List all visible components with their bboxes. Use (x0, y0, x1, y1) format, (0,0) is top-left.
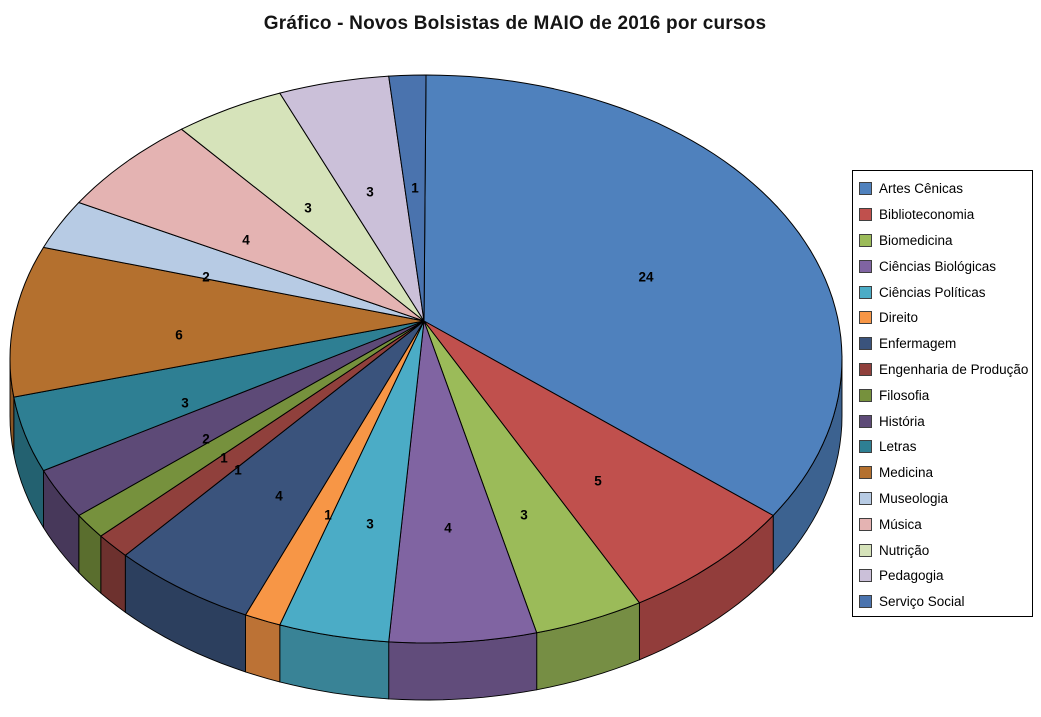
legend-swatch-nutricao (859, 543, 872, 557)
legend-swatch-historia (859, 414, 872, 428)
legend-item-biomedicina: Biomedicina (859, 228, 1030, 254)
legend-swatch-medicina (859, 466, 872, 480)
slice-value-label-biomedicina: 3 (520, 508, 528, 523)
legend-label-filosofia: Filosofia (879, 387, 930, 403)
pie-slice-artes-cenicas (423, 74, 843, 516)
legend-label-letras: Letras (879, 439, 917, 455)
legend-item-museologia: Museologia (859, 486, 1030, 512)
legend-label-ciencias-biologicas: Ciências Biológicas (879, 258, 997, 274)
legend-swatch-enfermagem (859, 337, 872, 351)
slice-value-label-letras: 3 (181, 396, 189, 411)
slice-value-label-medicina: 6 (175, 328, 183, 343)
slice-value-label-musica: 4 (242, 233, 250, 248)
legend-label-historia: História (879, 413, 925, 429)
slice-value-label-ciencias-politicas: 3 (366, 517, 374, 532)
chart-title: Gráfico - Novos Bolsistas de MAIO de 201… (263, 13, 767, 34)
slice-value-label-museologia: 2 (202, 270, 210, 285)
pie-slice-medicina (9, 246, 425, 398)
legend-swatch-direito (859, 311, 872, 325)
pie-slice-letras (13, 320, 425, 472)
slice-value-label-servico-social: 1 (411, 181, 419, 196)
legend-item-letras: Letras (859, 434, 1030, 460)
pie-walls (9, 358, 843, 701)
pie-slice-nutricao (181, 92, 425, 322)
legend-label-enfermagem: Enfermagem (879, 336, 957, 352)
pie-slice-musica (78, 128, 425, 322)
legend-item-medicina: Medicina (859, 460, 1030, 486)
legend-swatch-museologia (859, 491, 872, 505)
legend-swatch-servico-social (859, 595, 872, 609)
legend-swatch-filosofia (859, 388, 872, 402)
pie-slices (9, 74, 843, 644)
slice-value-label-nutricao: 3 (304, 201, 312, 216)
pie-slice-biomedicina (423, 320, 640, 634)
legend-label-artes-cenicas: Artes Cênicas (879, 181, 964, 197)
slice-value-label-ciencias-biologicas: 4 (444, 521, 452, 536)
legend-item-historia: História (859, 408, 1030, 434)
legend-label-biblioteconomia: Biblioteconomia (879, 207, 975, 223)
legend-item-filosofia: Filosofia (859, 382, 1030, 408)
slice-value-label-historia: 2 (202, 432, 210, 447)
legend-item-biblioteconomia: Biblioteconomia (859, 202, 1030, 228)
legend-label-nutricao: Nutrição (879, 542, 930, 558)
pie-slice-historia (43, 320, 425, 516)
pie-slice-ciencias-politicas (279, 320, 425, 643)
legend-label-engenharia-de-producao: Engenharia de Produção (879, 361, 1029, 377)
slice-value-label-pedagogia: 3 (366, 185, 374, 200)
legend-item-direito: Direito (859, 305, 1030, 331)
legend-label-medicina: Medicina (879, 465, 934, 481)
legend-item-nutricao: Nutrição (859, 537, 1030, 563)
pie-slice-biblioteconomia (423, 320, 774, 604)
legend-swatch-biblioteconomia (859, 208, 872, 222)
slice-value-label-engenharia-de-producao: 1 (234, 463, 242, 478)
slice-value-label-enfermagem: 4 (275, 489, 283, 504)
legend-label-direito: Direito (879, 310, 919, 326)
legend-swatch-ciencias-biologicas (859, 259, 872, 273)
legend-swatch-engenharia-de-producao (859, 362, 872, 376)
legend-label-servico-social: Serviço Social (879, 594, 965, 610)
legend-label-ciencias-politicas: Ciências Políticas (879, 284, 986, 300)
slice-value-label-biblioteconomia: 5 (594, 474, 602, 489)
legend-swatch-biomedicina (859, 233, 872, 247)
legend-swatch-pedagogia (859, 569, 872, 583)
slice-value-label-artes-cenicas: 24 (638, 270, 654, 285)
legend-item-artes-cenicas: Artes Cênicas (859, 176, 1030, 202)
legend-label-museologia: Museologia (879, 490, 949, 506)
legend-item-enfermagem: Enfermagem (859, 331, 1030, 357)
legend-label-musica: Música (879, 516, 922, 532)
pie-slice-servico-social (388, 74, 427, 322)
legend-item-engenharia-de-producao: Engenharia de Produção (859, 357, 1030, 383)
pie-slice-pedagogia (279, 75, 425, 322)
legend-item-ciencias-politicas: Ciências Políticas (859, 279, 1030, 305)
slice-value-label-direito: 1 (324, 508, 332, 523)
legend-item-pedagogia: Pedagogia (859, 563, 1030, 589)
pie-slice-museologia (43, 202, 425, 322)
legend-item-ciencias-biologicas: Ciências Biológicas (859, 253, 1030, 279)
slice-value-label-filosofia: 1 (220, 451, 228, 466)
legend-swatch-ciencias-politicas (859, 285, 872, 299)
legend-item-servico-social: Serviço Social (859, 589, 1030, 615)
legend: Artes Cênicas Biblioteconomia Biomedicina C… (852, 170, 1033, 617)
legend-swatch-artes-cenicas (859, 182, 872, 196)
pie-slice-wall-direito (245, 614, 281, 683)
pie-slice-enfermagem (124, 320, 425, 616)
pie-slice-ciencias-biologicas (388, 320, 538, 644)
legend-label-pedagogia: Pedagogia (879, 568, 944, 584)
legend-swatch-letras (859, 440, 872, 454)
legend-label-biomedicina: Biomedicina (879, 232, 953, 248)
legend-item-musica: Música (859, 511, 1030, 537)
legend-swatch-musica (859, 517, 872, 531)
